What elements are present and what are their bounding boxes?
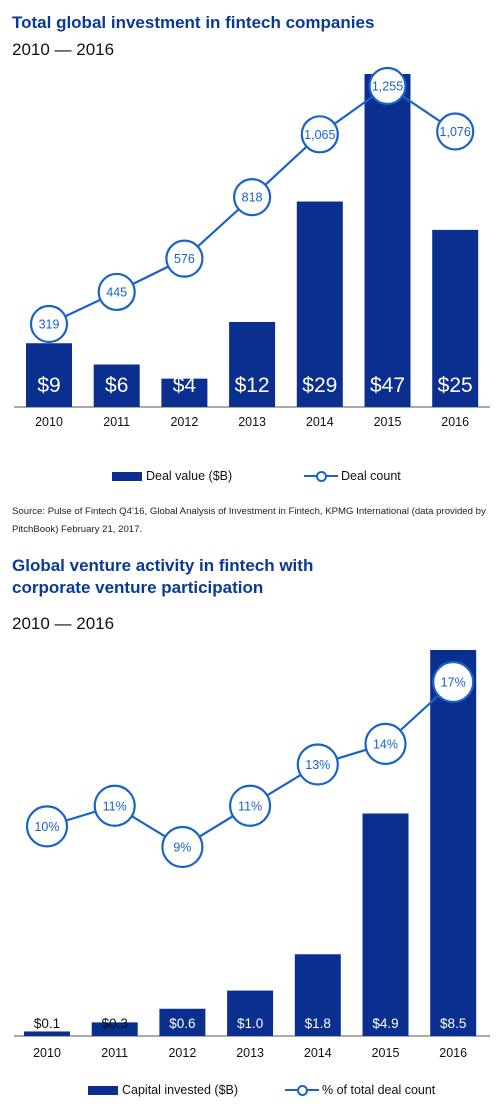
line-marker: [300, 115, 339, 154]
line-value-label: 1,076: [440, 125, 471, 139]
legend-line-swatch: [304, 471, 338, 482]
legend-bar-label: Capital invested ($B): [122, 1083, 239, 1097]
line-marker: [368, 66, 407, 106]
x-tick-label: 2010: [33, 1046, 61, 1060]
legend-line-label: Deal count: [341, 469, 401, 483]
legend-line-swatch: [285, 1085, 319, 1096]
line-marker: [432, 660, 475, 704]
line-value-label: 576: [174, 252, 195, 266]
x-tick-label: 2015: [372, 1046, 400, 1060]
x-tick-label: 2011: [101, 1046, 128, 1060]
bar: [362, 813, 409, 1036]
line-value-label: 319: [39, 318, 60, 332]
legend-bar-label: Deal value ($B): [146, 469, 233, 483]
bar-value-label: $25: [438, 374, 473, 397]
bar: [296, 201, 343, 407]
bar-value-label: $4: [173, 374, 197, 397]
line-value-label: 9%: [173, 841, 191, 855]
line-marker: [29, 304, 69, 344]
bar-value-label: $47: [370, 374, 405, 397]
line-value-label: 11%: [103, 799, 127, 813]
line-value-label: 17%: [441, 676, 466, 690]
line-marker: [97, 272, 136, 312]
x-tick-label: 2016: [441, 415, 469, 429]
line-marker: [165, 239, 204, 278]
bar: [430, 650, 477, 1036]
line-value-label: 818: [242, 191, 263, 205]
legend-line-label: % of total deal count: [322, 1083, 436, 1097]
x-tick-label: 2014: [306, 415, 334, 429]
bar-value-label: $9: [37, 374, 60, 397]
bar: [227, 990, 274, 1036]
legend-bar-swatch: [88, 1085, 118, 1095]
x-tick-label: 2013: [236, 1046, 264, 1060]
bar: [93, 364, 140, 407]
bar: [24, 1031, 70, 1036]
line-value-label: 445: [106, 285, 127, 299]
bar-value-label: $12: [235, 374, 270, 397]
chart2-legend-line: % of total deal count: [285, 1083, 435, 1097]
bar: [294, 954, 341, 1036]
bar: [432, 229, 479, 407]
bar-value-label: $6: [105, 374, 128, 397]
line-marker: [296, 743, 339, 786]
bar-value-label: $0.3: [102, 1016, 128, 1031]
x-tick-label: 2013: [238, 415, 266, 429]
x-tick-label: 2015: [374, 415, 402, 429]
bar: [229, 321, 276, 407]
bar-value-label: $8.5: [440, 1016, 466, 1031]
chart2-plot: $0.1 $0.3 $0.6 $1.0 $1.8 $4.9 $8.5 2010 2011 2012…: [14, 650, 490, 1060]
bar: [91, 1022, 138, 1036]
line-value-label: 10%: [34, 820, 59, 834]
chart2-legend-bar: Capital invested ($B): [88, 1083, 238, 1097]
line-marker: [93, 784, 136, 827]
chart1-title: Total global investment in fintech compa…: [12, 13, 375, 32]
chart1-legend-line: Deal count: [304, 469, 401, 483]
chart1-plot: $9 $6 $4 $12 $29 $47 $25 2010 2011 2012 2013 2014 20…: [14, 66, 490, 429]
bar-value-label: $1.8: [305, 1016, 331, 1031]
legend-bar-swatch: [112, 471, 142, 481]
x-tick-label: 2012: [168, 1046, 196, 1060]
line-value-label: 13%: [305, 758, 330, 772]
chart1-subtitle: 2010 — 2016: [12, 40, 115, 59]
bar: [159, 1008, 206, 1036]
bar-value-label: $0.6: [169, 1016, 195, 1031]
x-tick-label: 2016: [439, 1046, 467, 1060]
line-value-label: 1,065: [304, 128, 335, 142]
x-tick-label: 2014: [304, 1046, 332, 1060]
line-value-label: 14%: [373, 737, 398, 751]
line-marker: [233, 178, 272, 217]
bar-value-label: $1.0: [237, 1016, 263, 1031]
x-tick-label: 2011: [103, 415, 130, 429]
bar-value-label: $29: [302, 374, 337, 397]
bar-value-label: $0.1: [34, 1016, 60, 1031]
chart2-title: Global venture activity in fintech with …: [12, 556, 314, 597]
bar: [364, 74, 411, 407]
line-marker: [161, 825, 204, 869]
bar-value-label: $4.9: [372, 1016, 398, 1031]
x-tick-label: 2012: [170, 415, 198, 429]
line-value-label: 11%: [238, 799, 262, 813]
source-note: Source: Pulse of Fintech Q4'16, Global A…: [12, 506, 486, 535]
line-marker: [25, 805, 69, 848]
chart2-subtitle: 2010 — 2016: [12, 614, 115, 633]
line-marker: [436, 112, 475, 151]
bar: [26, 343, 72, 407]
bar: [161, 378, 208, 407]
line-marker: [364, 722, 407, 765]
x-tick-label: 2010: [35, 415, 63, 429]
line-value-label: 1,255: [372, 80, 403, 94]
line-marker: [229, 784, 272, 827]
chart1-legend-bar: Deal value ($B): [112, 469, 232, 483]
